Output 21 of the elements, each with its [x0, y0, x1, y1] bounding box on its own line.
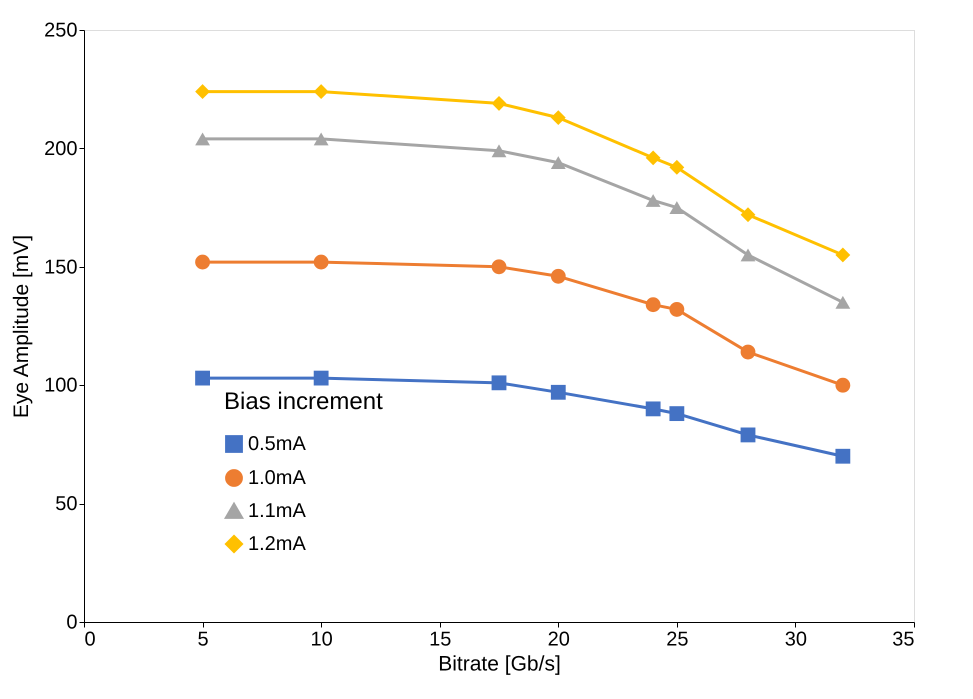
x-tick-label: 30: [784, 628, 808, 650]
x-tick-label: 10: [310, 628, 333, 650]
x-tick-label: 5: [198, 628, 209, 650]
x-tick-label: 25: [666, 628, 688, 650]
y-tick-label: 200: [44, 138, 78, 160]
y-axis-title: Eye Amplitude [mV]: [10, 234, 34, 418]
y-tick-label: 100: [44, 374, 78, 397]
x-axis-title: Bitrate [Gb/s]: [438, 652, 561, 676]
legend-label: 1.0mA: [248, 467, 306, 489]
legend-label: 0.5mA: [248, 433, 306, 455]
x-tick-label: 35: [892, 628, 914, 650]
legend-title: Bias increment: [224, 388, 384, 415]
legend-label: 1.1mA: [248, 500, 306, 522]
y-tick-label: 150: [44, 256, 78, 278]
y-tick-label: 250: [44, 20, 78, 42]
x-tick-label: 0: [84, 628, 96, 650]
y-tick-label: 0: [66, 612, 78, 634]
x-tick-label: 15: [429, 628, 452, 650]
x-tick-label: 20: [548, 628, 570, 650]
legend-label: 1.2mA: [248, 533, 306, 555]
y-tick-label: 50: [55, 493, 78, 516]
